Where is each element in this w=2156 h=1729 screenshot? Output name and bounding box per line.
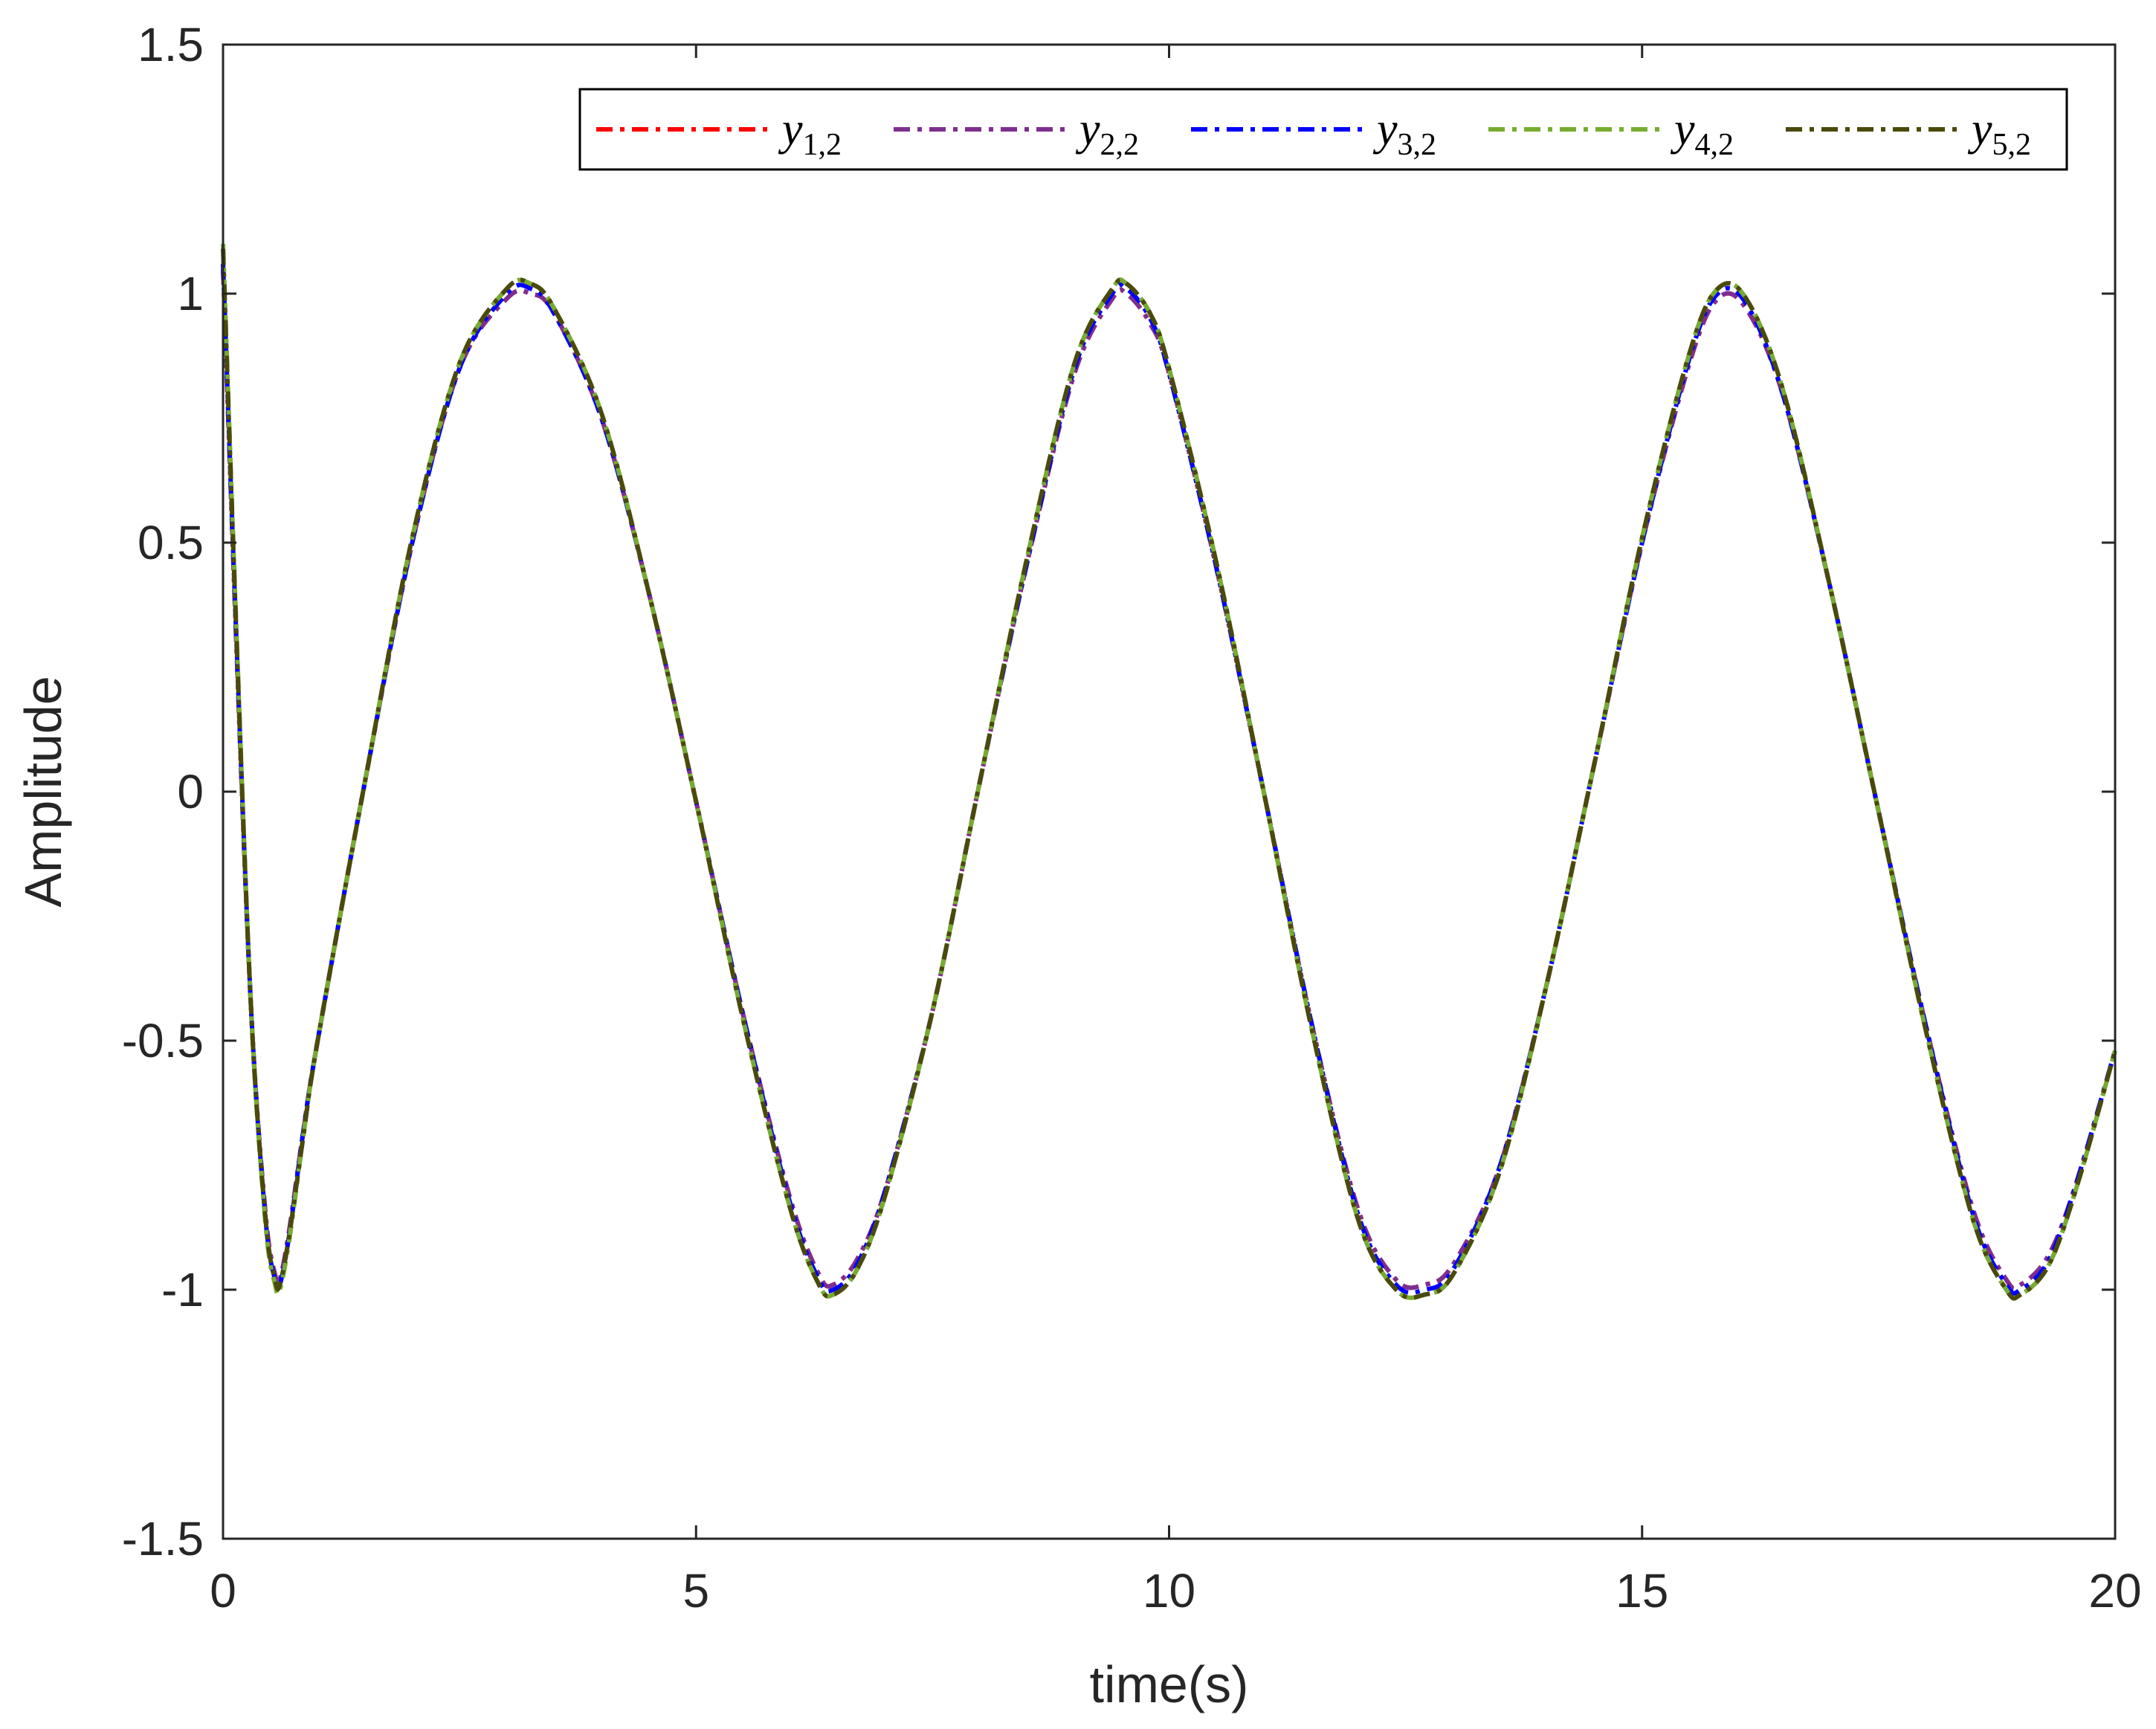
series-line-5	[221, 248, 2117, 1301]
y-tick-label: 1	[177, 267, 204, 320]
x-tick-label: 5	[682, 1564, 709, 1617]
x-tick-label: 20	[2088, 1564, 2141, 1617]
legend: y1,2 y2,2 y3,2 y4,2 y5,2	[578, 88, 2068, 171]
legend-label-2: y2,2	[1075, 104, 1139, 162]
x-tick-label: 15	[1616, 1564, 1668, 1617]
legend-subscript-2: 2,2	[1100, 128, 1140, 162]
y-tick-label: -0.5	[122, 1014, 204, 1067]
series-layer	[221, 243, 2117, 1301]
legend-subscript-4: 4,2	[1695, 128, 1734, 162]
plot-background	[223, 45, 2115, 1539]
x-axis-title: time(s)	[1090, 1655, 1249, 1713]
legend-subscript-3: 3,2	[1398, 128, 1437, 162]
legend-subscript-1: 1,2	[803, 128, 842, 162]
y-tick-label: 0.5	[138, 516, 204, 569]
x-tick-label: 10	[1143, 1564, 1195, 1617]
y-tick-label: -1	[161, 1263, 204, 1316]
y-tick-label: 0	[177, 765, 204, 818]
x-tick-label: 0	[210, 1564, 236, 1617]
y-axis-title: Amplitude	[14, 676, 72, 907]
plot-area	[223, 45, 2115, 1539]
y-tick-label: 1.5	[138, 18, 204, 71]
axes-layer: 0 5 10 15 20 -1.5 -1 -0.5 0 0.5 1 1.5	[122, 18, 2142, 1617]
legend-subscript-5: 5,2	[1992, 128, 2032, 162]
y-tick-label: -1.5	[122, 1512, 204, 1565]
